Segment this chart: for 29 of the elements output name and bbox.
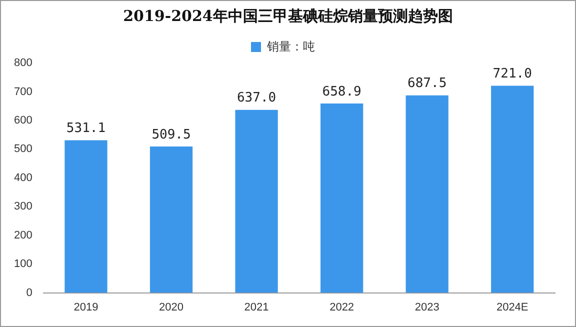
bar xyxy=(150,146,193,293)
data-label: 658.9 xyxy=(322,84,362,100)
x-tick-label: 2021 xyxy=(244,301,269,314)
data-label: 687.5 xyxy=(408,76,447,92)
y-tick-label: 700 xyxy=(14,86,32,98)
data-label: 531.1 xyxy=(66,121,106,136)
x-tick-label: 2024E xyxy=(496,301,528,314)
y-tick-label: 200 xyxy=(14,229,32,242)
data-label: 721.0 xyxy=(492,66,532,82)
bar xyxy=(406,95,448,293)
y-tick-label: 600 xyxy=(14,114,32,126)
bar xyxy=(320,104,364,293)
x-tick-label: 2023 xyxy=(414,301,440,314)
y-tick-label: 300 xyxy=(14,200,32,213)
y-tick-label: 400 xyxy=(14,172,32,184)
data-label: 509.5 xyxy=(152,127,191,142)
x-tick-label: 2022 xyxy=(330,301,354,314)
y-tick-label: 100 xyxy=(14,258,32,270)
bar xyxy=(235,110,278,293)
y-tick-label: 0 xyxy=(26,286,32,299)
chart-title: 2019-2024年中国三甲基碘硅烷销量预测趋势图 xyxy=(122,7,454,26)
legend-label: 销量：吨 xyxy=(266,39,315,54)
bar xyxy=(64,140,108,293)
x-tick-label: 2020 xyxy=(159,301,184,314)
y-tick-label: 800 xyxy=(14,57,32,70)
x-tick-label: 2019 xyxy=(74,301,98,314)
data-label: 637.0 xyxy=(236,90,276,106)
bar xyxy=(491,86,534,293)
y-tick-label: 500 xyxy=(14,143,32,156)
